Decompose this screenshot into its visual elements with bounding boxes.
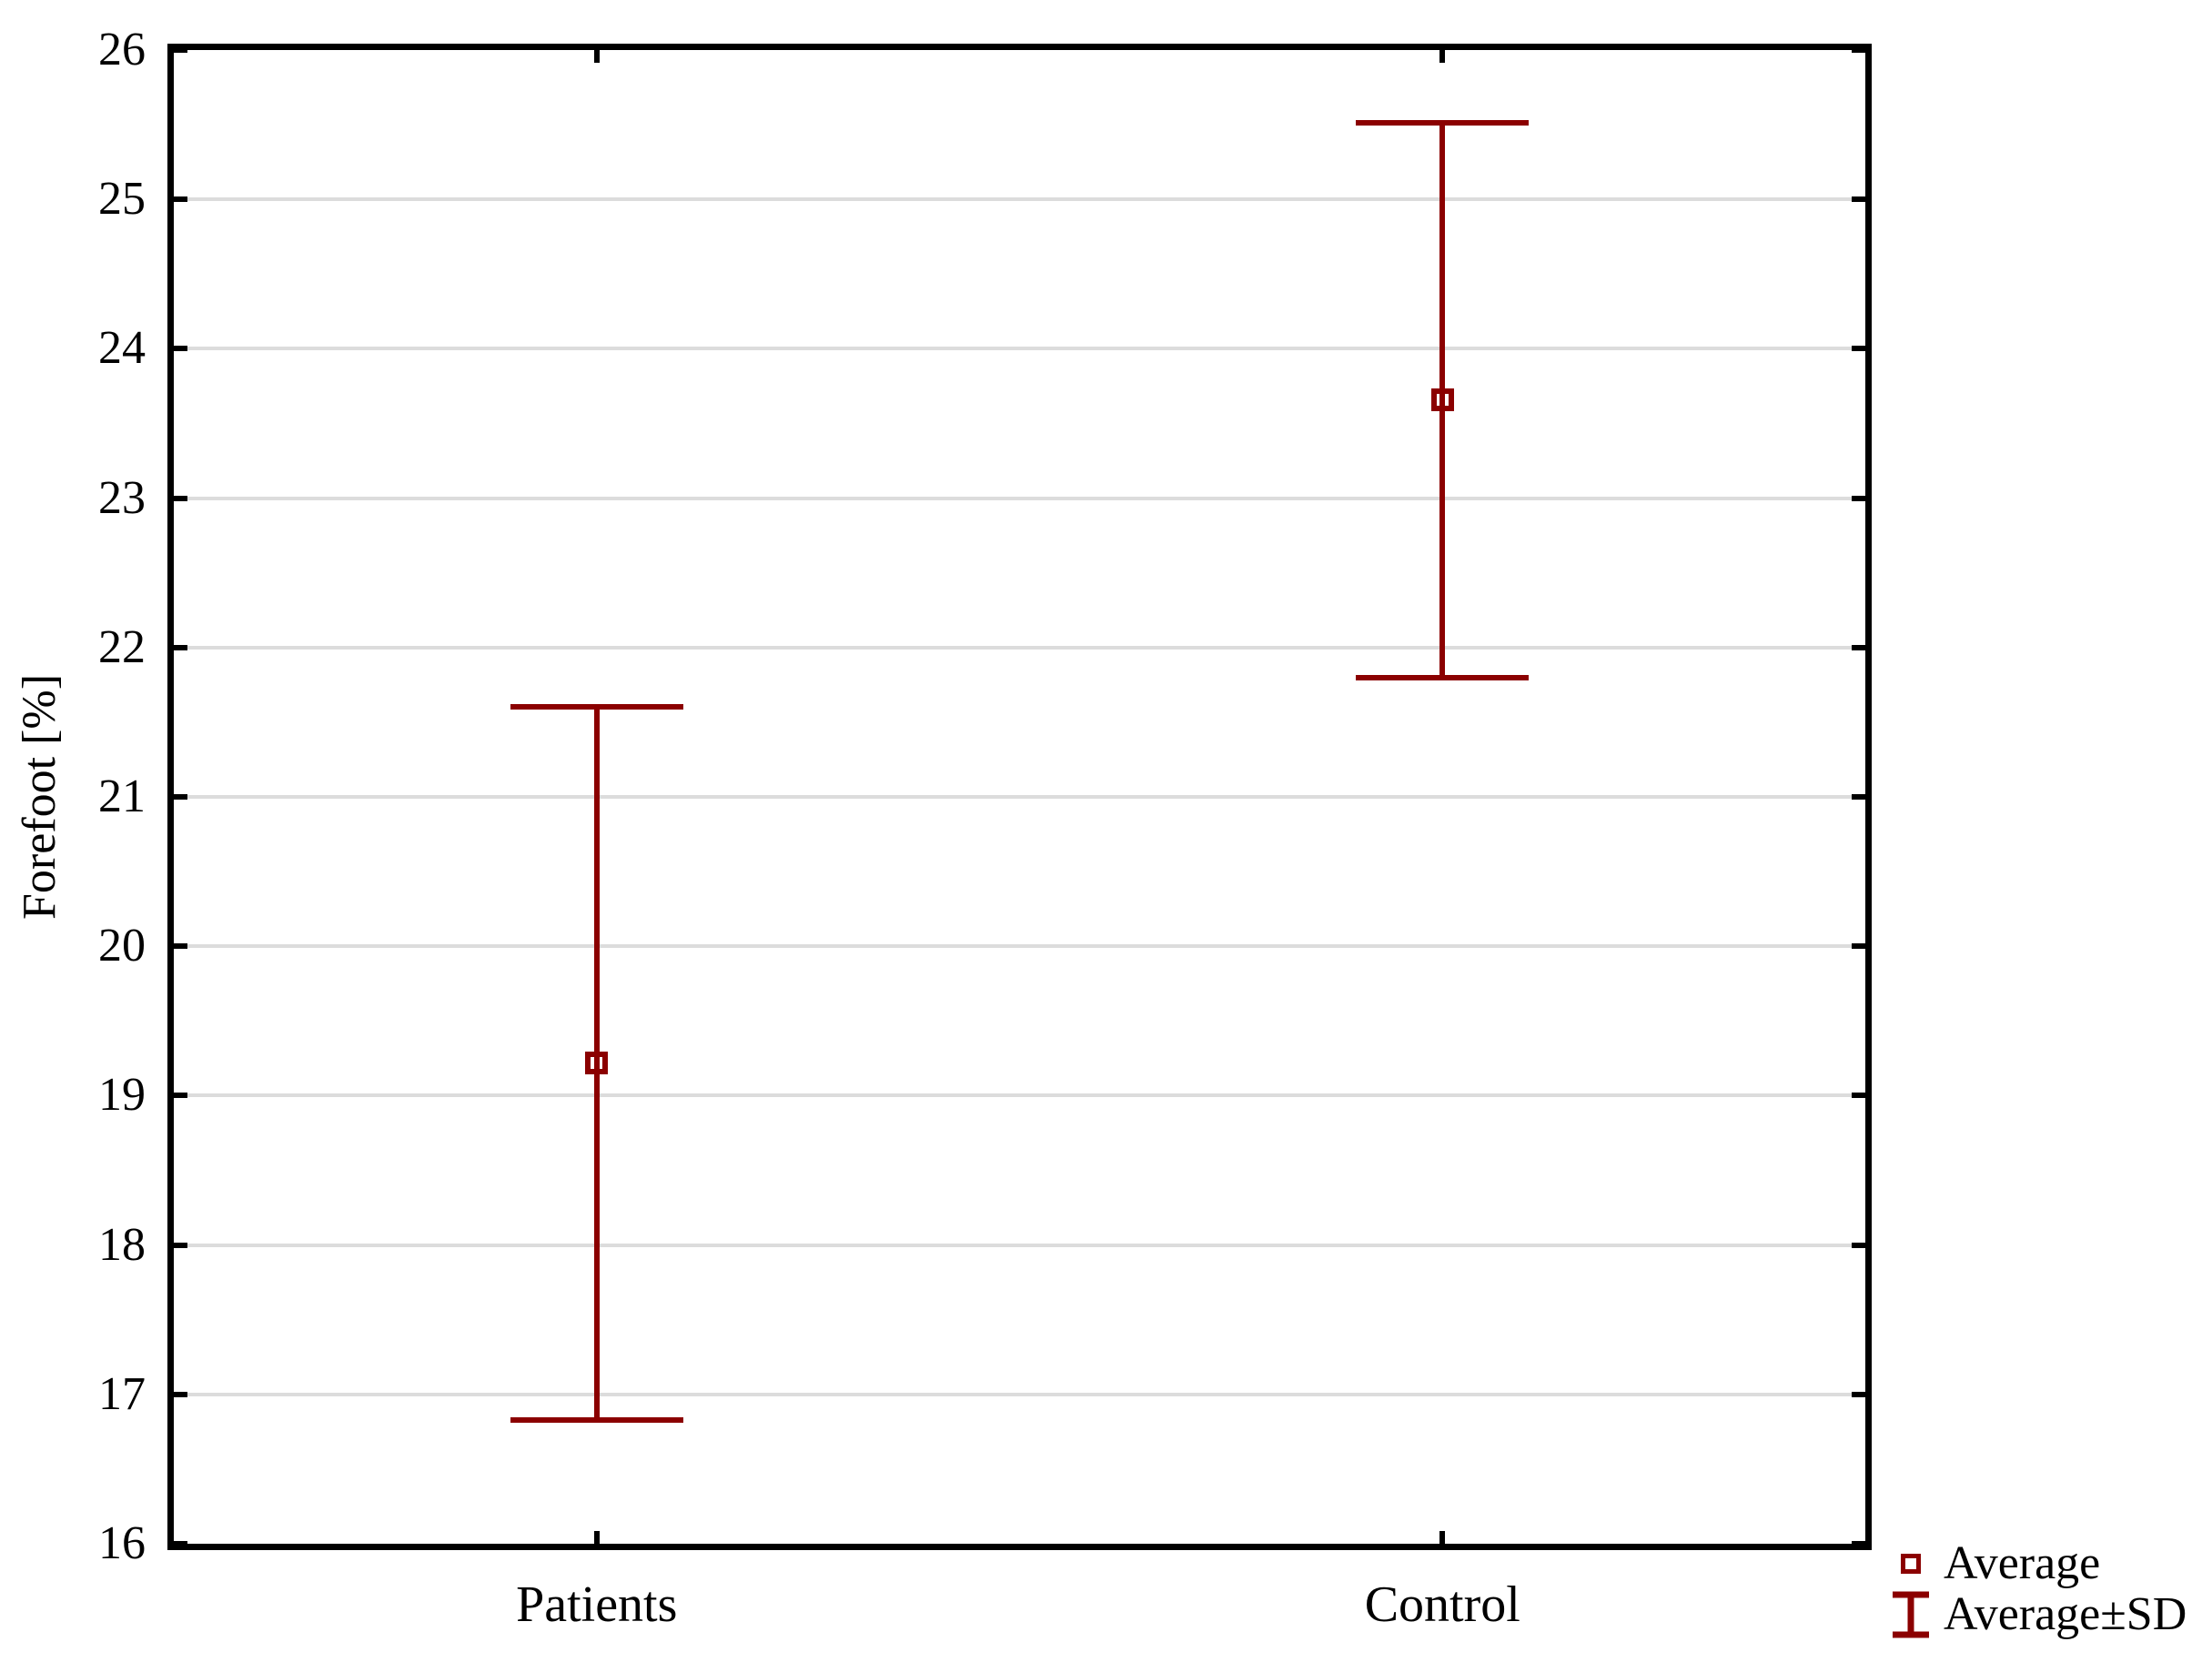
average-marker-control [1430,388,1454,411]
gridline [174,1392,1865,1396]
square-marker-glyph [1901,1554,1921,1574]
gridline [174,347,1865,351]
y-axis-tick-left [174,644,187,650]
errorbar-cap-bottom-patients [510,1416,683,1423]
y-axis-tick-left [174,1541,187,1546]
y-tick-label: 22 [98,620,146,673]
y-axis-tick-left [174,794,187,800]
y-axis-tick-left [174,196,187,203]
y-tick-label: 20 [98,920,146,972]
y-axis-tick-right [1852,794,1865,800]
y-axis-tick-right [1852,47,1865,53]
y-tick-label: 25 [98,173,146,226]
y-axis-tick-left [174,1391,187,1397]
y-axis-tick-right [1852,495,1865,501]
y-tick-label: 23 [98,471,146,524]
legend-item-average-sd: Average±SD [1889,1590,2187,1639]
y-axis-tick-right [1852,346,1865,352]
y-tick-label: 19 [98,1069,146,1122]
y-axis-tick-left [174,1093,187,1099]
x-axis-tick-top [593,50,600,63]
y-axis-tick-left [174,346,187,352]
x-axis-tick-bottom [1439,1531,1446,1544]
y-tick-label: 18 [98,1218,146,1271]
y-axis-tick-right [1852,1391,1865,1397]
y-axis-tick-left [174,495,187,501]
y-tick-label: 17 [98,1367,146,1420]
errorbar-line-patients [593,707,600,1420]
plot-area [167,44,1872,1550]
y-axis-tick-right [1852,1093,1865,1099]
legend-average-label: Average [1944,1537,2101,1589]
errorbar-cap-bottom-control [1356,674,1530,680]
gridline [174,197,1865,202]
x-axis-tick-top [1439,50,1446,63]
errorbar-line-control [1439,123,1446,678]
y-axis-tick-right [1852,644,1865,650]
legend: Average Average±SD [1889,1539,2187,1639]
y-axis-tick-left [174,1242,187,1248]
y-tick-label: 24 [98,322,146,375]
y-axis-tick-left [174,47,187,53]
gridline [174,944,1865,949]
average-marker-icon [1889,1554,1933,1574]
legend-average-sd-label: Average±SD [1944,1588,2187,1640]
x-category-label: Patients [516,1576,678,1633]
errorbar-cap-top-patients [510,704,683,710]
gridline [174,645,1865,650]
y-axis-tick-right [1852,1242,1865,1248]
errorbar-cap-top-control [1356,120,1530,126]
average-marker-patients [585,1051,609,1074]
errorbar-icon [1889,1590,1933,1639]
errorbar-glyph [1893,1591,1929,1638]
y-tick-label: 16 [98,1517,146,1569]
gridline [174,1243,1865,1247]
y-axis-tick-right [1852,1541,1865,1546]
y-axis-tick-right [1852,943,1865,950]
plot-inner [174,47,1865,1546]
y-tick-label: 26 [98,24,146,76]
y-axis-tick-right [1852,196,1865,203]
x-category-label: Control [1364,1576,1520,1633]
gridline [174,1093,1865,1098]
legend-item-average: Average [1889,1539,2187,1588]
y-tick-label: 21 [98,771,146,822]
y-axis-tick-left [174,943,187,950]
x-axis-tick-bottom [593,1531,600,1544]
gridline [174,795,1865,799]
gridline [174,496,1865,500]
